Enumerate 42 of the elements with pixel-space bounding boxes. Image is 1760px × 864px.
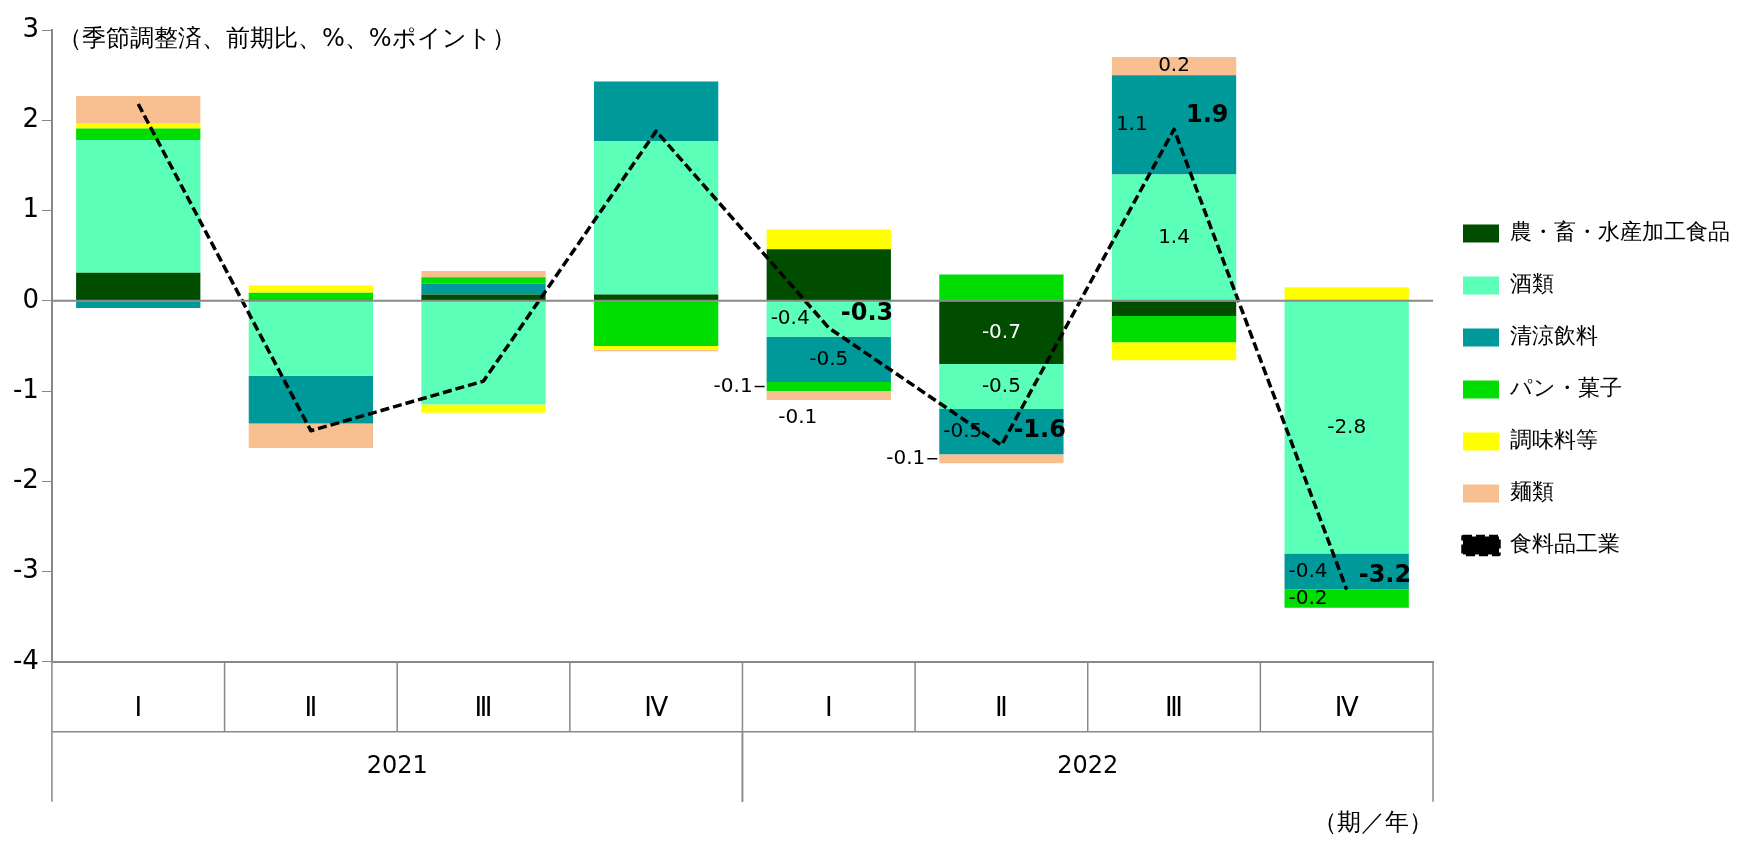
data-label: -0.1 xyxy=(778,404,818,429)
legend-label: 農・畜・水産加工食品 xyxy=(1510,219,1730,245)
data-label: -0.1 xyxy=(886,444,926,469)
x-tick-label: Ⅰ xyxy=(824,692,833,723)
legend-label: パン・菓子 xyxy=(1509,375,1622,401)
y-tick-label: -2 xyxy=(12,464,39,495)
y-tick-label: 3 xyxy=(22,12,39,43)
y-axis-title: （季節調整済、前期比、%、%ポイント） xyxy=(57,24,516,53)
y-tick-label: -4 xyxy=(12,644,39,675)
x-tick-label: Ⅲ xyxy=(1165,692,1184,723)
x-tick-label: Ⅰ xyxy=(134,692,143,723)
data-label: -3.2 xyxy=(1358,559,1412,588)
data-label: -2.8 xyxy=(1327,413,1367,438)
data-label: 0.2 xyxy=(1158,52,1190,77)
text: 2022 xyxy=(1057,751,1119,780)
data-label: -0.5 xyxy=(809,345,849,370)
x-tick-label: Ⅱ xyxy=(304,692,318,723)
y-tick-label: 2 xyxy=(22,103,39,134)
data-label: 1.4 xyxy=(1158,223,1190,248)
data-label: -0.4 xyxy=(770,305,810,330)
legend-label: 調味料等 xyxy=(1510,427,1598,453)
data-label: 1.9 xyxy=(1186,99,1229,128)
x-tick-label: Ⅳ xyxy=(644,692,669,723)
data-label: 1.1 xyxy=(1115,110,1148,135)
data-label: -0.1 xyxy=(713,372,753,397)
y-tick-label: 0 xyxy=(22,283,39,314)
text: 2021 xyxy=(366,751,428,780)
legend-label: 酒類 xyxy=(1510,271,1554,297)
data-label: -0.4 xyxy=(1288,557,1328,582)
legend-label: 麺類 xyxy=(1510,479,1554,505)
legend-label: 食料品工業 xyxy=(1510,531,1620,557)
data-label: -0.2 xyxy=(1288,584,1328,609)
data-label: -0.5 xyxy=(981,372,1021,397)
x-axis-title: （期／年） xyxy=(1313,808,1433,837)
data-label: -0.7 xyxy=(981,318,1021,343)
legend-label: 清涼飲料 xyxy=(1510,323,1598,349)
x-tick-label: Ⅲ xyxy=(474,692,493,723)
y-tick-label: -1 xyxy=(12,373,39,404)
x-tick-label: Ⅳ xyxy=(1334,692,1359,723)
y-tick-label: -3 xyxy=(12,554,39,585)
y-tick-label: 1 xyxy=(22,193,39,224)
x-tick-label: Ⅱ xyxy=(995,692,1008,723)
